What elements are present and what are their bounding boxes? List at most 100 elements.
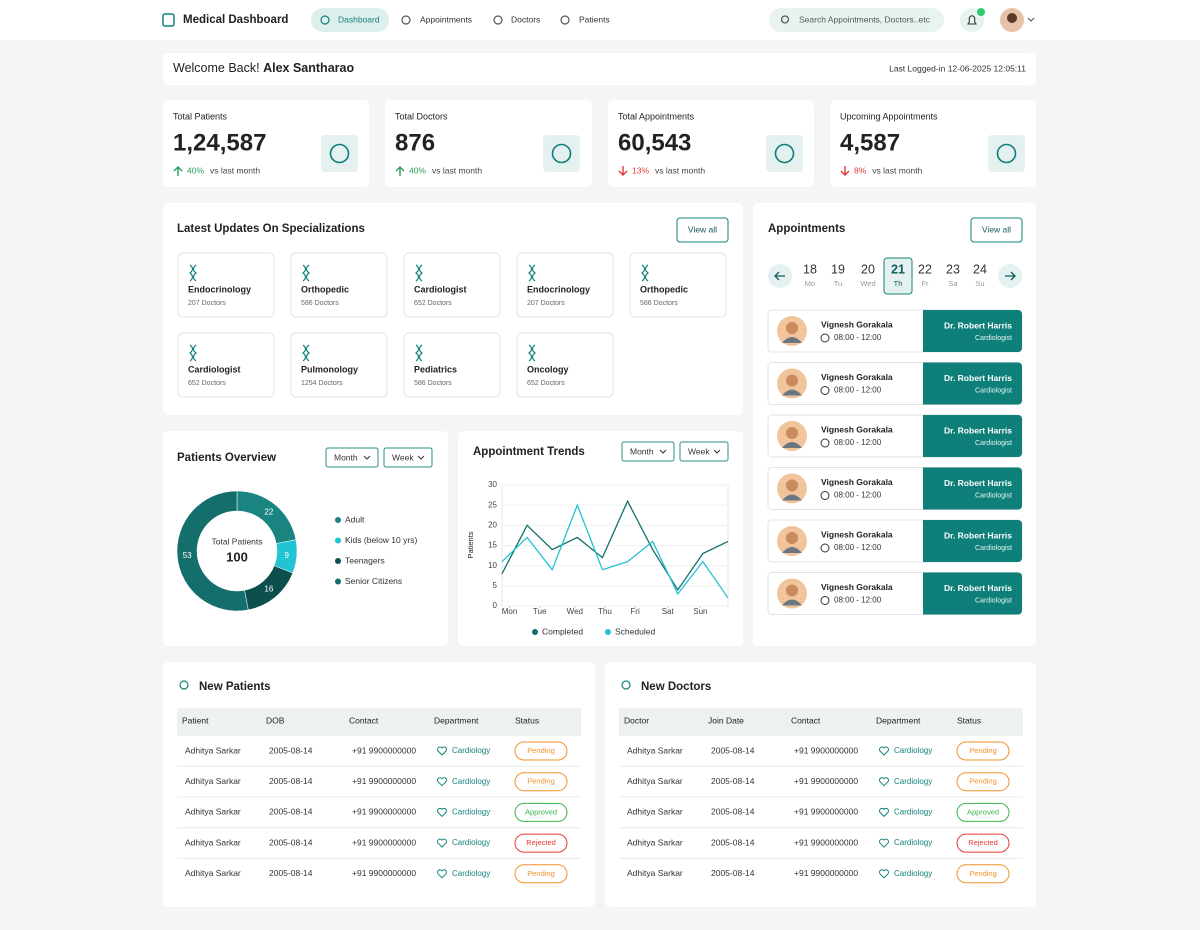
table-cell: Adhitya Sarkar xyxy=(627,807,683,817)
stat-icon xyxy=(551,143,572,164)
selected-day xyxy=(883,257,913,295)
button[interactable] xyxy=(970,217,1023,243)
specialization-tile[interactable] xyxy=(629,252,727,318)
dropdown[interactable] xyxy=(621,441,675,462)
patient-name: Vignesh Gorakala xyxy=(821,372,893,382)
specialization-icon xyxy=(528,344,536,362)
status: Rejected xyxy=(526,838,556,847)
dropdown-caret xyxy=(363,455,371,460)
status-pill xyxy=(514,741,568,761)
day-date[interactable]: 22 xyxy=(918,262,932,276)
legend-swatch xyxy=(335,517,341,523)
search-box[interactable] xyxy=(769,8,944,32)
specialization-tile[interactable] xyxy=(290,252,388,318)
doctor-panel xyxy=(923,572,1022,615)
day-name: Sa xyxy=(948,279,958,288)
stat-icon-box xyxy=(321,135,358,172)
table-cell: 2005-08-14 xyxy=(711,776,755,786)
table-cell: +91 9900000000 xyxy=(794,837,858,847)
specialization-count: 586 Doctors xyxy=(301,300,339,307)
stat-change: 8% xyxy=(854,165,867,175)
department-icon xyxy=(437,838,447,848)
stat-icon xyxy=(774,143,795,164)
avatar-body xyxy=(782,337,802,343)
specialization-tile[interactable] xyxy=(403,332,501,398)
dropdown[interactable] xyxy=(383,447,433,468)
specialization-icon xyxy=(641,264,649,282)
table-cell: +91 9900000000 xyxy=(352,837,416,847)
specialization-tile[interactable] xyxy=(177,332,275,398)
dropdown-caret xyxy=(659,449,667,454)
status-pill xyxy=(514,864,568,884)
stat-label: Total Doctors xyxy=(395,111,448,121)
appointment-time: 08:00 - 12:00 xyxy=(834,491,882,500)
donut-label: 53 xyxy=(183,551,192,560)
day-date[interactable]: 19 xyxy=(831,262,845,276)
avatar-body xyxy=(782,494,802,501)
dropdown-label: Week xyxy=(392,452,414,462)
specialization-tile[interactable] xyxy=(403,252,501,318)
day-date[interactable]: 23 xyxy=(946,262,960,276)
status: Pending xyxy=(527,869,555,878)
day-date[interactable]: 18 xyxy=(803,262,817,276)
table-cell: Adhitya Sarkar xyxy=(185,776,241,786)
day-date[interactable]: 20 xyxy=(861,262,875,276)
doctor-panel xyxy=(923,467,1022,510)
x-tick-label: Mon xyxy=(502,607,518,616)
nav-item[interactable]: Appointments xyxy=(420,14,472,24)
specialization-count: 207 Doctors xyxy=(188,300,226,307)
table-cell: +91 9900000000 xyxy=(794,745,858,755)
status-pill xyxy=(514,772,568,792)
stat-icon-box xyxy=(543,135,580,172)
patient-name: Vignesh Gorakala xyxy=(821,477,893,487)
specialization-count: 586 Doctors xyxy=(640,300,678,307)
dropdown[interactable] xyxy=(679,441,729,462)
dropdown-label: Week xyxy=(688,446,710,456)
nav-item[interactable]: Doctors xyxy=(511,14,540,24)
column-header: Department xyxy=(876,715,921,725)
specialization-name: Pulmonology xyxy=(301,364,358,374)
trend-arrow xyxy=(173,166,183,176)
button[interactable] xyxy=(676,217,729,243)
nav-icon xyxy=(320,15,330,25)
appointment-time: 08:00 - 12:00 xyxy=(834,438,882,447)
specialization-tile[interactable] xyxy=(177,252,275,318)
nav-item[interactable]: Dashboard xyxy=(338,14,380,24)
doctor-specialty: Cardiologist xyxy=(975,597,1012,604)
day-date[interactable]: 24 xyxy=(973,262,987,276)
specialization-name: Pediatrics xyxy=(414,364,457,374)
table-header xyxy=(177,708,581,736)
brand: Medical Dashboard xyxy=(183,14,288,26)
dropdown[interactable] xyxy=(325,447,379,468)
specialization-tile[interactable] xyxy=(290,332,388,398)
trend-arrow xyxy=(618,166,628,176)
prev-arrow xyxy=(774,271,785,281)
table-cell: Adhitya Sarkar xyxy=(185,837,241,847)
table-cell: +91 9900000000 xyxy=(352,776,416,786)
dropdown-caret xyxy=(417,455,425,460)
donut-segment xyxy=(176,490,249,612)
doctor-name: Dr. Robert Harris xyxy=(944,530,1012,540)
table-cell: 2005-08-14 xyxy=(269,745,313,755)
nav-item[interactable]: Patients xyxy=(579,14,610,24)
stat-icon-box xyxy=(988,135,1025,172)
specialization-icon xyxy=(415,264,423,282)
specialization-tile[interactable] xyxy=(516,252,614,318)
day-date[interactable]: 21 xyxy=(891,262,905,276)
notification-dot xyxy=(977,8,985,16)
department: Cardiology xyxy=(452,746,490,755)
appointment-time: 08:00 - 12:00 xyxy=(834,333,882,342)
specialization-name: Cardiologist xyxy=(414,284,467,294)
legend-swatch xyxy=(605,629,611,635)
table-cell: Adhitya Sarkar xyxy=(185,807,241,817)
clock-icon xyxy=(820,491,830,500)
table-icon xyxy=(621,680,631,690)
legend-swatch xyxy=(532,629,538,635)
specialization-name: Oncology xyxy=(527,364,569,374)
department: Cardiology xyxy=(894,808,932,817)
department: Cardiology xyxy=(452,808,490,817)
greeting: Welcome Back! xyxy=(173,61,260,75)
specialization-tile[interactable] xyxy=(516,332,614,398)
y-axis-label: Patients xyxy=(466,531,475,558)
